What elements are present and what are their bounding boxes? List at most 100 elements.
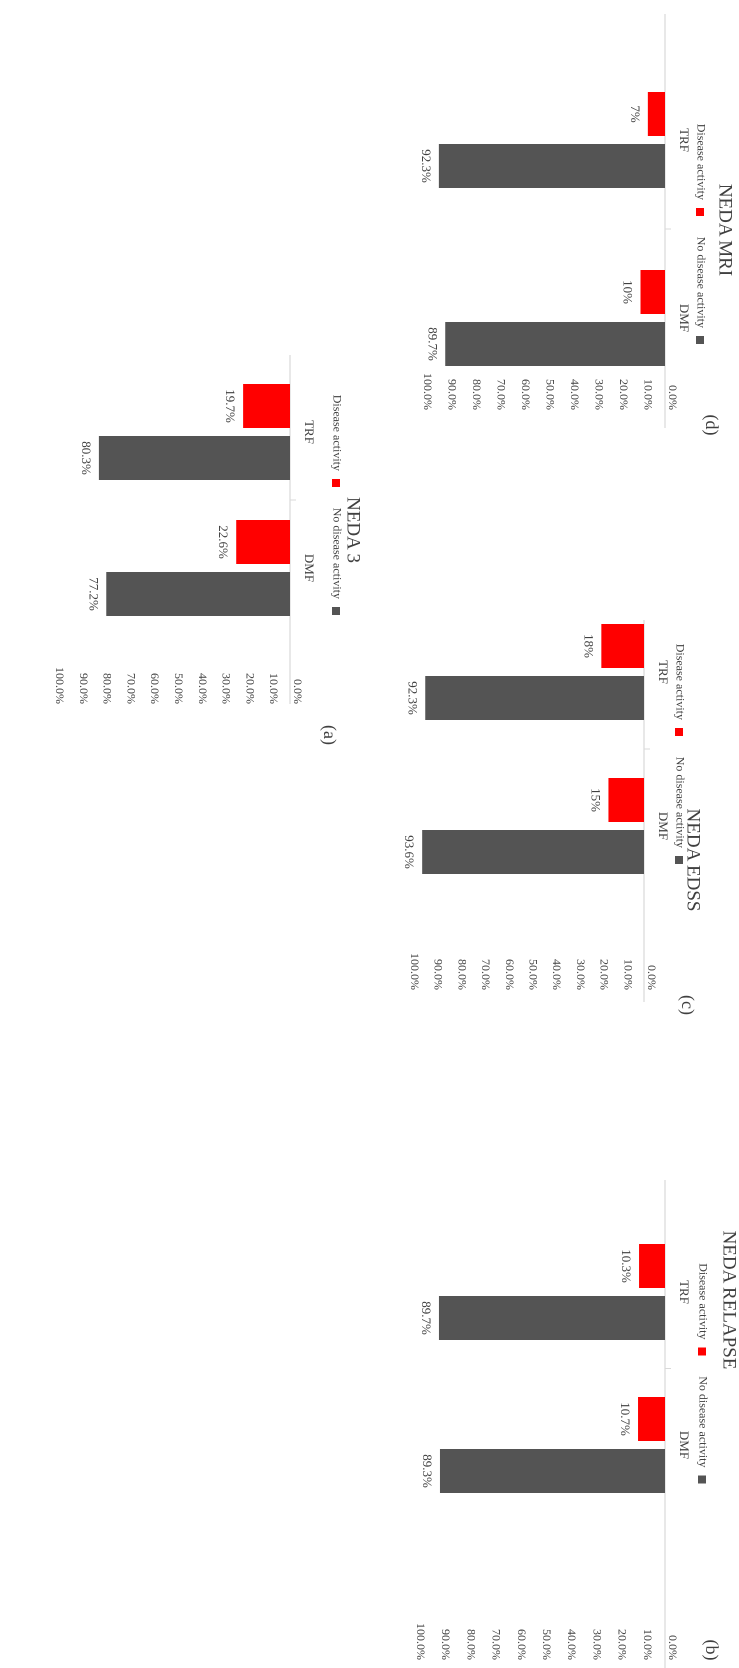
- y-tick-label: 90.0%: [432, 959, 446, 990]
- data-label: 15%: [588, 788, 603, 812]
- data-label: 19.7%: [223, 389, 238, 423]
- chart-title: NEDA MRI: [715, 184, 736, 276]
- legend-label: No disease activity: [673, 757, 687, 848]
- category-label: DMF: [677, 1431, 692, 1459]
- y-tick-label: 30.0%: [220, 673, 234, 704]
- data-label: 77.2%: [86, 577, 101, 611]
- panel-label: (a): [319, 725, 340, 745]
- category-label: TRF: [302, 420, 317, 444]
- y-tick-label: 10.0%: [642, 379, 656, 410]
- bar-no-disease-activity-dmf: [445, 322, 665, 366]
- data-label: 10.3%: [619, 1249, 634, 1283]
- legend-swatch: [696, 336, 704, 344]
- y-tick-label: 50.0%: [544, 379, 558, 410]
- y-tick-label: 100.0%: [414, 1623, 428, 1660]
- y-tick-label: 70.0%: [479, 959, 493, 990]
- y-tick-label: 40.0%: [550, 959, 564, 990]
- y-tick-label: 90.0%: [77, 673, 91, 704]
- panel-label: (d): [701, 415, 722, 436]
- y-tick-label: 50.0%: [172, 673, 186, 704]
- bar-no-disease-activity-dmf: [422, 830, 644, 874]
- data-label: 18%: [581, 634, 596, 658]
- y-tick-label: 80.0%: [455, 959, 469, 990]
- data-label: 89.7%: [425, 327, 440, 361]
- y-tick-label: 90.0%: [446, 379, 460, 410]
- data-label: 89.3%: [420, 1454, 435, 1488]
- legend-swatch: [696, 208, 704, 216]
- category-label: TRF: [656, 660, 671, 684]
- y-tick-label: 90.0%: [439, 1629, 453, 1660]
- legend-swatch: [332, 479, 340, 487]
- category-label: DMF: [302, 554, 317, 582]
- y-tick-label: 10.0%: [621, 959, 635, 990]
- y-tick-label: 70.0%: [490, 1629, 504, 1660]
- y-tick-label: 60.0%: [519, 379, 533, 410]
- panel-label: (c): [677, 995, 698, 1015]
- y-tick-label: 0.0%: [291, 679, 305, 704]
- data-label: 10%: [621, 280, 636, 304]
- bar-disease-activity-dmf: [640, 270, 665, 314]
- y-tick-label: 20.0%: [243, 673, 257, 704]
- data-label: 93.6%: [402, 835, 417, 869]
- bar-disease-activity-dmf: [638, 1397, 665, 1441]
- legend-label: Disease activity: [673, 644, 687, 720]
- bar-disease-activity-trf: [647, 92, 665, 136]
- chart-panel-1: 0.0% 10.0% 20.0% 30.0% 40.0% 50.0% 60.0% 70.0% 8…: [414, 1180, 739, 1668]
- y-tick-label: 20.0%: [617, 379, 631, 410]
- legend-swatch: [675, 728, 683, 736]
- y-tick-label: 40.0%: [565, 1629, 579, 1660]
- y-tick-label: 30.0%: [593, 379, 607, 410]
- data-label: 10.7%: [618, 1402, 633, 1436]
- chart-title: NEDA 3: [343, 497, 364, 563]
- y-tick-label: 0.0%: [666, 385, 680, 410]
- chart-panel-3: 0.0% 10.0% 20.0% 30.0% 40.0% 50.0% 60.0% 70.0% 8…: [419, 14, 736, 436]
- y-tick-label: 10.0%: [641, 1629, 655, 1660]
- bar-no-disease-activity-trf: [438, 144, 665, 188]
- data-label: 22.6%: [216, 525, 231, 559]
- bar-no-disease-activity-dmf: [106, 572, 290, 616]
- legend-label: No disease activity: [330, 508, 344, 599]
- panel-label: (b): [701, 1640, 722, 1661]
- y-tick-label: 30.0%: [574, 959, 588, 990]
- data-label: 92.3%: [419, 149, 434, 183]
- legend-label: No disease activity: [696, 1376, 710, 1467]
- category-label: DMF: [677, 304, 692, 332]
- y-tick-label: 80.0%: [101, 673, 115, 704]
- bar-disease-activity-dmf: [608, 778, 644, 822]
- bar-disease-activity-trf: [601, 624, 644, 668]
- legend-label: No disease activity: [694, 237, 708, 328]
- y-tick-label: 70.0%: [495, 379, 509, 410]
- chart-panel-2: 0.0% 10.0% 20.0% 30.0% 40.0% 50.0% 60.0% 70.0% 8…: [402, 620, 704, 1015]
- y-tick-label: 0.0%: [666, 1635, 680, 1660]
- y-tick-label: 60.0%: [148, 673, 162, 704]
- legend-swatch: [698, 1347, 706, 1356]
- category-label: TRF: [677, 1280, 692, 1304]
- legend-swatch: [698, 1475, 706, 1484]
- y-tick-label: 10.0%: [267, 673, 281, 704]
- y-tick-label: 50.0%: [540, 1629, 554, 1660]
- y-tick-label: 80.0%: [464, 1629, 478, 1660]
- chart-title: NEDA RELAPSE: [719, 1231, 739, 1370]
- bar-disease-activity-trf: [639, 1244, 665, 1288]
- bar-no-disease-activity-dmf: [439, 1449, 665, 1493]
- chart-panel-0: 0.0% 10.0% 20.0% 30.0% 40.0% 50.0% 60.0% 70.0% 8…: [53, 355, 364, 745]
- legend-swatch: [332, 607, 340, 615]
- y-tick-label: 20.0%: [616, 1629, 630, 1660]
- legend-swatch: [675, 856, 683, 864]
- legend-label: Disease activity: [694, 124, 708, 200]
- chart-title: NEDA EDSS: [683, 809, 704, 912]
- bar-disease-activity-trf: [243, 384, 290, 428]
- y-tick-label: 100.0%: [53, 667, 67, 704]
- bar-no-disease-activity-trf: [98, 436, 290, 480]
- data-label: 7%: [628, 105, 643, 123]
- legend-label: Disease activity: [330, 395, 344, 471]
- data-label: 89.7%: [419, 1301, 434, 1335]
- y-tick-label: 40.0%: [568, 379, 582, 410]
- y-tick-label: 50.0%: [527, 959, 541, 990]
- y-tick-label: 0.0%: [645, 965, 659, 990]
- y-tick-label: 70.0%: [124, 673, 138, 704]
- bar-disease-activity-dmf: [236, 520, 290, 564]
- y-tick-label: 40.0%: [196, 673, 210, 704]
- category-label: DMF: [656, 812, 671, 840]
